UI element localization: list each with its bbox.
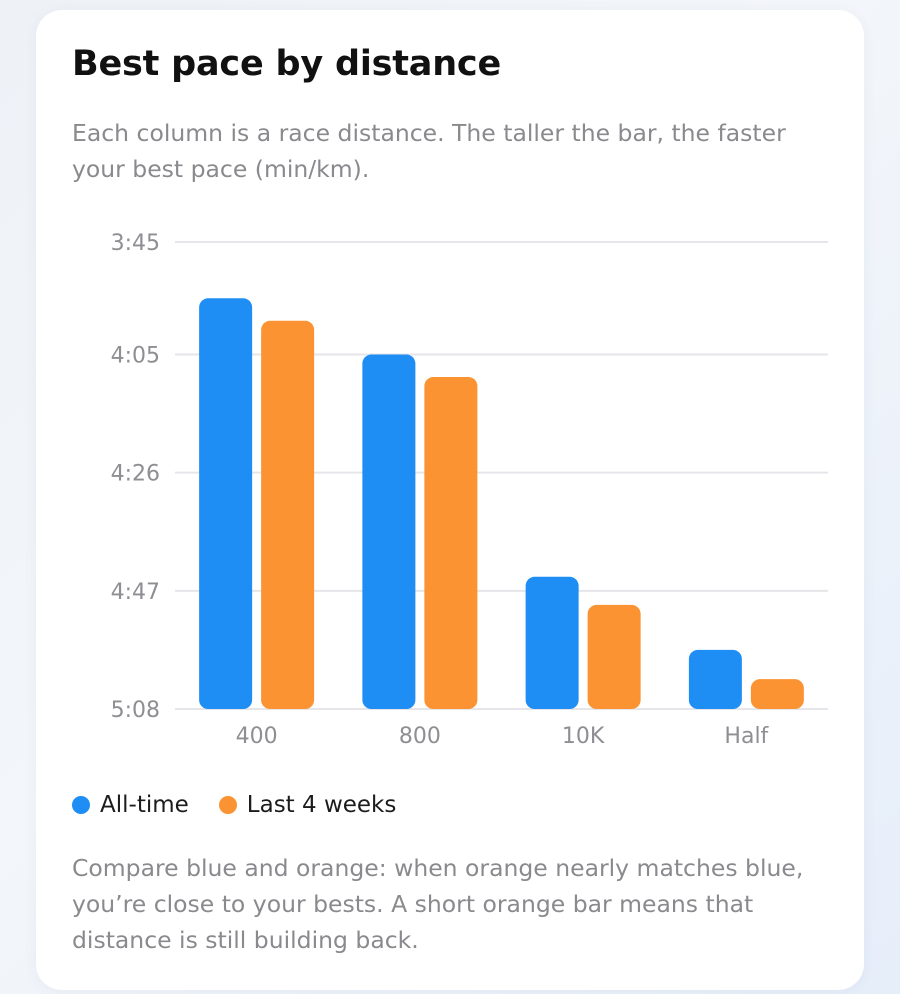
legend-label-last-4-weeks: Last 4 weeks <box>246 792 397 818</box>
bars <box>199 298 804 709</box>
legend-item-all-time: All-time <box>72 792 189 818</box>
bar-800-all-time <box>362 354 416 709</box>
bar-10k-last-4-weeks <box>587 604 641 709</box>
bar-800-last-4-weeks <box>424 377 478 709</box>
x-axis-ticks: 400 800 10K Half <box>236 724 770 749</box>
x-tick-label-half: Half <box>724 724 769 749</box>
legend-dot-last-4-weeks <box>218 796 237 814</box>
y-axis-ticks: 3:45 4:05 4:26 4:47 5:08 <box>111 231 160 723</box>
bar-half-last-4-weeks <box>750 679 804 709</box>
y-tick-label: 3:45 <box>111 231 160 256</box>
y-tick-label: 4:05 <box>111 344 160 369</box>
x-tick-label-400: 400 <box>236 724 278 749</box>
chart-footnote: Compare blue and orange: when orange nea… <box>72 854 804 954</box>
chart-legend: All-time Last 4 weeks <box>72 792 426 818</box>
y-tick-label: 4:47 <box>111 580 160 605</box>
y-tick-label: 5:08 <box>111 698 160 723</box>
chart-subtitle: Each column is a race distance. The tall… <box>72 119 786 183</box>
bar-10k-all-time <box>525 576 579 709</box>
bar-400-all-time <box>199 298 253 709</box>
legend-label-all-time: All-time <box>100 792 189 818</box>
x-tick-label-800: 800 <box>399 724 441 749</box>
legend-item-last-4-weeks: Last 4 weeks <box>218 792 397 818</box>
chart-title: Best pace by distance <box>72 44 501 84</box>
bar-half-all-time <box>688 649 742 709</box>
bar-400-last-4-weeks <box>261 320 315 709</box>
x-tick-label-10k: 10K <box>562 724 605 749</box>
y-tick-label: 4:26 <box>111 462 160 487</box>
legend-dot-all-time <box>72 796 90 814</box>
